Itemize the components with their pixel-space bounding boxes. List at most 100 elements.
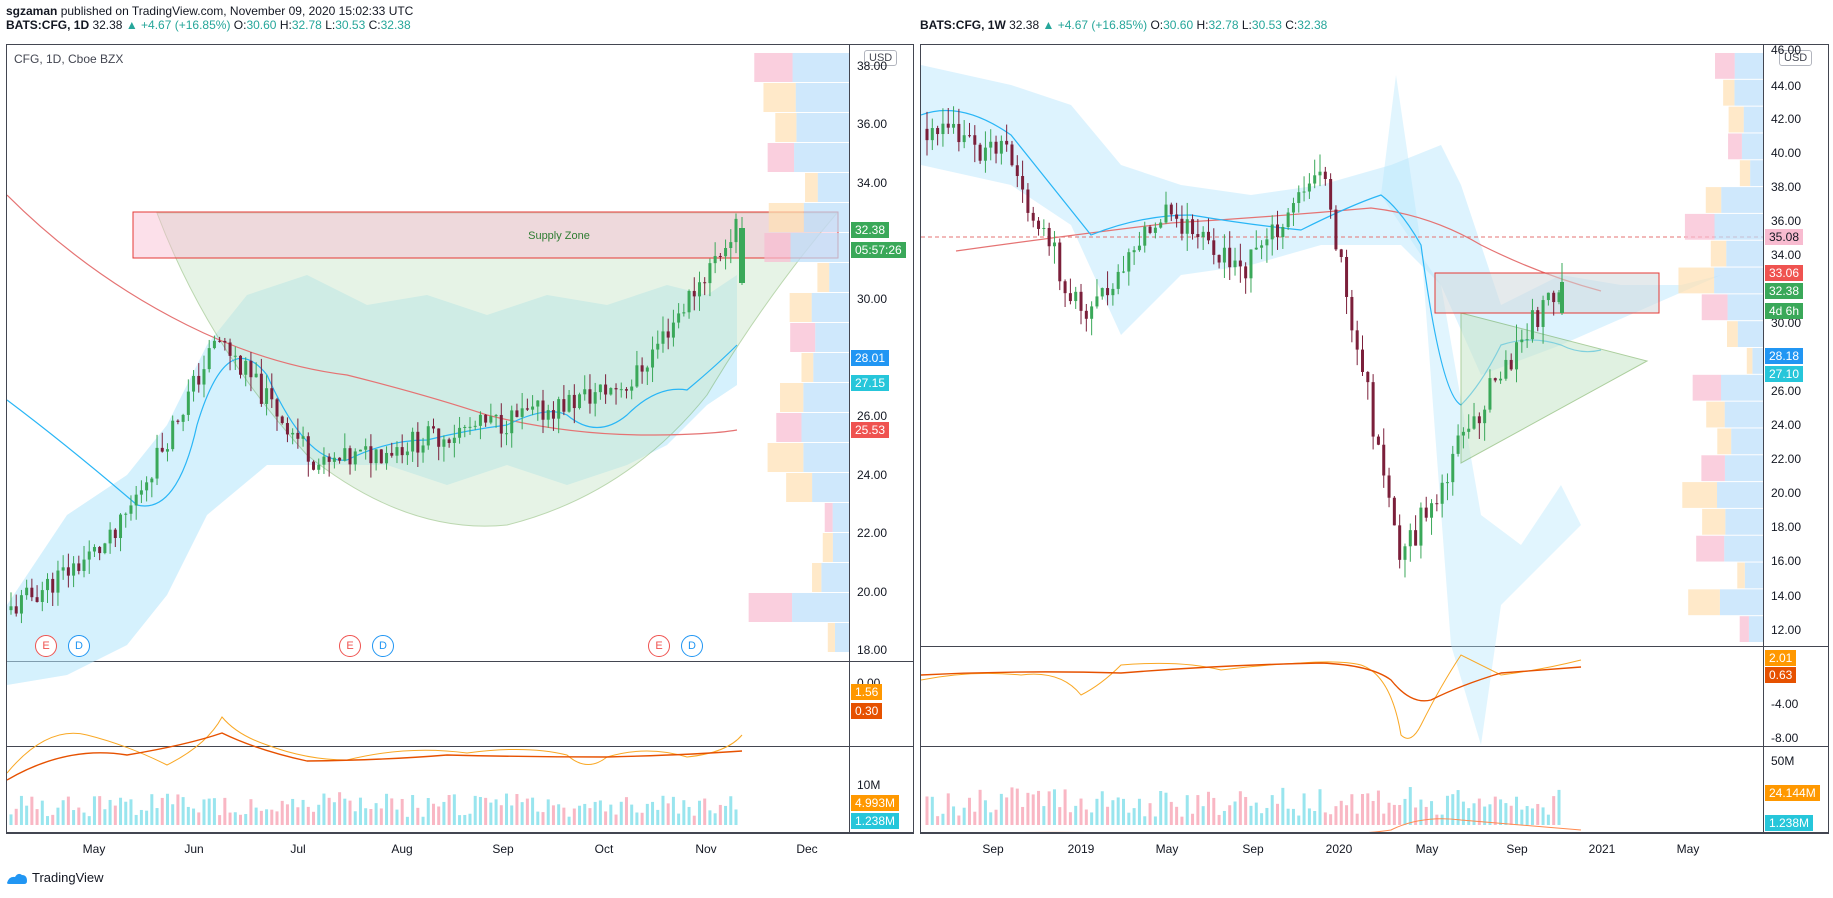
dividend-event-icon[interactable]: D [372,635,394,657]
volume-profile-row [1682,482,1718,508]
brand-label: TradingView [32,870,104,885]
volume-profile-row [1737,321,1763,347]
dividend-event-icon[interactable]: D [68,635,90,657]
ma-blue-line [7,344,738,507]
volume-profile-row [1739,616,1749,642]
right-price-axis-border[interactable] [1763,44,1764,833]
volume-bar [1387,802,1391,825]
volume-profile-row [1726,240,1763,267]
volume-bar [1254,802,1258,825]
candle-body [624,389,628,391]
volume-bar [1286,808,1290,825]
left-high: 32.78 [291,18,322,32]
candle-body [677,313,681,323]
volume-bar [973,811,977,825]
candle-body [1472,416,1476,429]
candle-body [551,410,555,419]
volume-bar [1440,814,1444,825]
right-countdown-label: 4d 6h [1765,303,1804,319]
left-currency-button[interactable]: USD [864,50,898,66]
right-vol-b-label: 1.238M [1765,815,1814,831]
volume-bar [82,812,86,825]
candle-body [1116,271,1120,289]
left-close-label: C: [368,18,381,32]
candle-body [358,449,362,452]
candle-body [1286,212,1290,227]
candle-body [1137,245,1141,251]
candle-body [35,597,39,602]
candle-body [218,340,222,342]
candle-body [113,529,117,539]
earnings-event-icon[interactable]: E [35,635,57,657]
volume-profile-row [824,503,833,532]
volume-bar [1058,807,1062,825]
volume-bar [379,808,383,825]
candle-body [1159,222,1163,228]
candle-body [421,445,425,453]
volume-bar [1499,799,1503,825]
left-xtick: May [82,842,106,856]
volume-profile-row [803,443,849,472]
candle-body [1536,310,1540,327]
earnings-event-icon[interactable]: E [648,635,670,657]
volume-bar [25,805,29,825]
volume-bar [713,813,717,825]
left-price-axis-border[interactable] [849,44,850,833]
volume-bar [734,809,738,825]
candle-body [447,439,451,443]
right-currency-button[interactable]: USD [1779,50,1813,66]
publisher-name[interactable]: sgzaman [6,4,58,18]
left-countdown-label: 05:57:26 [851,242,906,258]
candle-body [327,456,331,462]
candle-body [442,439,446,447]
volume-bar [708,810,712,825]
volume-profile-row [803,203,849,232]
candle-body [66,567,70,576]
left-legend[interactable]: CFG, 1D, Cboe BZX [14,52,124,66]
dividend-event-icon[interactable]: D [681,635,703,657]
volume-bar [718,804,722,825]
osc-fast-line [7,716,743,774]
right-xtick: 2020 [1325,842,1353,856]
candle-body [1042,227,1046,229]
right-chart-svg[interactable] [921,45,1763,832]
volume-bar [546,799,550,825]
earnings-event-icon[interactable]: E [339,635,361,657]
candle-body [1079,291,1083,311]
volume-bar [1260,813,1264,825]
left-time-axis-divider [6,832,914,833]
volume-bar [1042,806,1046,825]
cup-pattern [156,212,839,527]
candle-body [452,437,456,443]
volume-profile-row [822,533,833,562]
left-chart-svg[interactable]: Supply Zone [7,45,849,832]
left-ytick: 20.00 [857,585,888,599]
tradingview-brand[interactable]: TradingView [6,870,104,885]
volume-bar [447,795,451,825]
right-chart-panel[interactable] [920,44,1829,834]
volume-bar [1318,789,1322,825]
candle-body [1307,183,1311,192]
candle-body [259,373,263,404]
right-pane-divider-1[interactable] [920,646,1829,647]
left-pane-divider-2[interactable] [6,746,914,747]
volume-bar [656,809,660,825]
candle-body [317,464,321,470]
volume-profile-row [1721,187,1763,213]
volume-bar [1451,794,1455,825]
volume-bar [651,801,655,825]
candle-body [395,447,399,456]
volume-bar [703,798,707,825]
volume-bar [692,815,696,825]
candle-body [640,365,644,372]
right-xtick: Sep [1242,842,1264,856]
volume-bar [374,803,378,825]
volume-bar [1095,798,1099,825]
volume-bar [666,803,670,825]
candle-body [1169,204,1173,215]
candle-body [1525,339,1529,341]
candle-body [957,123,961,143]
right-pane-divider-2[interactable] [920,746,1829,747]
left-pane-divider-1[interactable] [6,661,914,662]
candle-body [280,416,284,424]
